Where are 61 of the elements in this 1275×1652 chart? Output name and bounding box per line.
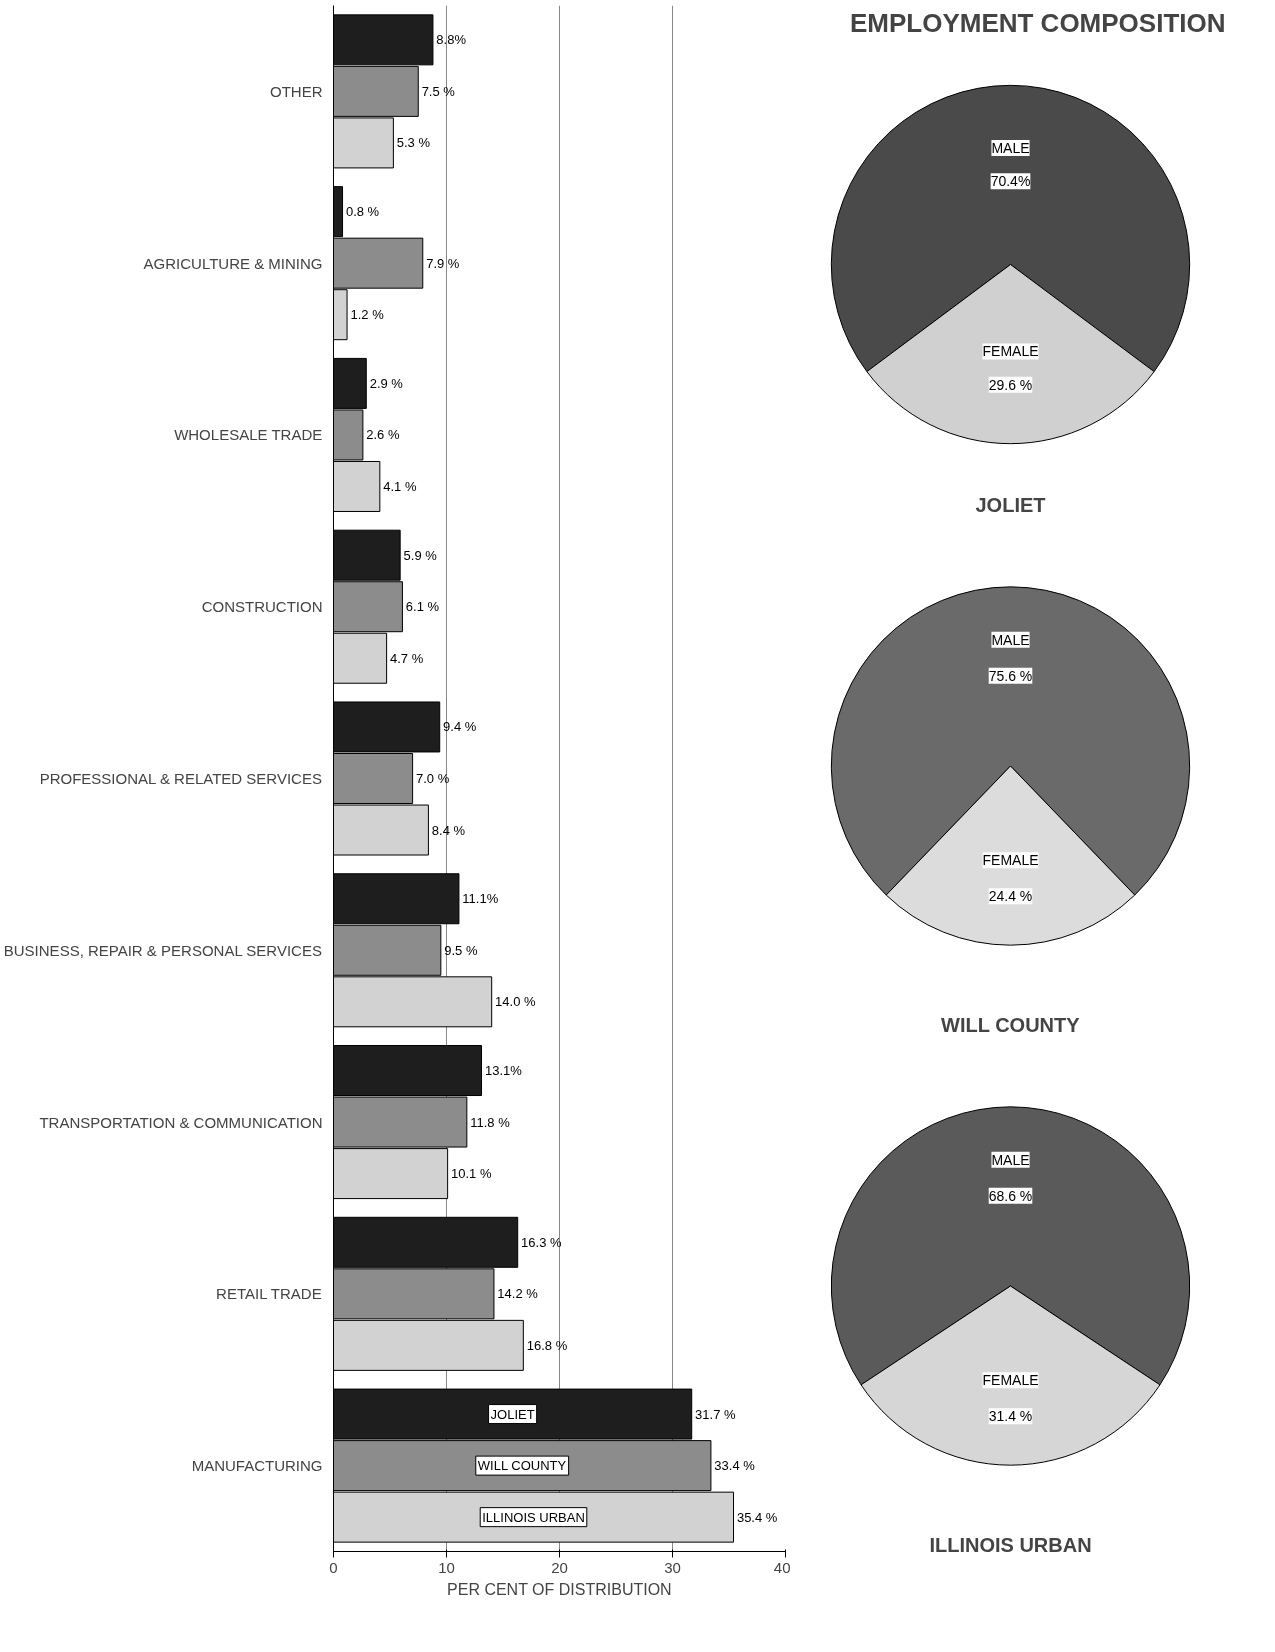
y-tick-label: BUSINESS, REPAIR & PERSONAL SERVICES [3, 941, 322, 959]
data-label: 4.1 % [383, 478, 417, 494]
y-tick-label: CONSTRUCTION [201, 598, 323, 616]
slice-label: FEMALE [982, 343, 1039, 360]
data-label: 16.8 % [526, 1337, 568, 1353]
data-label: 29.6 % [988, 376, 1033, 393]
text: JOLIET [975, 493, 1046, 516]
x-tick-label: 30 [664, 1558, 681, 1576]
data-label: 7.5 % [421, 83, 456, 99]
series-label: ILLINOIS URBAN [482, 1509, 585, 1525]
x-tick-label: 0 [329, 1558, 338, 1576]
y-tick-label: MANUFACTURING [191, 1457, 323, 1475]
y-tick-label: TRANSPORTATION & COMMUNICATION [39, 1113, 323, 1131]
data-label: 5.9 % [403, 547, 438, 563]
y-tick-label: RETAIL TRADE [216, 1285, 322, 1303]
series-label: JOLIET [490, 1406, 535, 1422]
slice-label: FEMALE [982, 1372, 1039, 1389]
data-label: 16.3 % [521, 1234, 562, 1250]
y-tick-label: PROFESSIONAL & RELATED SERVICES [39, 770, 322, 787]
data-label: 5.3 % [396, 135, 431, 151]
data-label: 2.6 % [366, 427, 400, 443]
data-label: 0.8 % [345, 204, 380, 220]
data-label: 31.7 % [695, 1406, 737, 1422]
slice-label: MALE [991, 139, 1030, 156]
data-label: 7.9 % [426, 255, 460, 271]
y-tick-label: OTHER [270, 82, 323, 100]
series-label: WILL COUNTY [477, 1458, 567, 1474]
data-label: 8.4 % [431, 822, 466, 838]
data-label: 24.4 % [988, 888, 1033, 905]
slice-label: FEMALE [982, 852, 1039, 869]
data-label: 11.1% [462, 891, 499, 907]
data-label: 33.4 % [714, 1458, 756, 1474]
data-label: 10.1 % [451, 1166, 492, 1182]
y-tick-label: WHOLESALE TRADE [174, 426, 323, 444]
text: WILL COUNTY [941, 1013, 1081, 1036]
data-label: 2.9 % [369, 375, 404, 391]
slice-label: MALE [991, 1151, 1030, 1168]
x-tick-label: 10 [438, 1558, 455, 1576]
data-label: 11.8 % [470, 1114, 511, 1130]
data-label: 13.1% [484, 1063, 523, 1079]
data-label: 6.1 % [405, 599, 440, 615]
data-label: 75.6 % [988, 667, 1033, 684]
x-tick-label: 20 [551, 1558, 568, 1576]
y-tick-label: AGRICULTURE & MINING [143, 254, 323, 272]
slice-label: MALE [991, 631, 1030, 648]
data-label: 9.4 % [443, 719, 477, 735]
data-label: 35.4 % [736, 1509, 778, 1525]
data-label: 14.2 % [497, 1286, 539, 1302]
x-axis-title: PER CENT OF DISTRIBUTION [447, 1580, 672, 1598]
data-label: 68.6 % [988, 1187, 1033, 1204]
data-label: 7.0 % [415, 771, 450, 786]
data-label: 9.5 % [444, 942, 478, 958]
chart-title: EMPLOYMENT COMPOSITION [849, 7, 1226, 38]
data-label: 1.2 % [350, 307, 385, 323]
data-label: 4.7 % [390, 650, 424, 666]
data-label: 70.4% [990, 173, 1031, 190]
text: ILLINOIS URBAN [929, 1533, 1092, 1556]
data-label: 14.0 % [495, 994, 536, 1010]
x-tick-label: 40 [773, 1558, 791, 1576]
data-label: 31.4 % [988, 1408, 1033, 1425]
data-label: 8.8% [436, 32, 467, 48]
